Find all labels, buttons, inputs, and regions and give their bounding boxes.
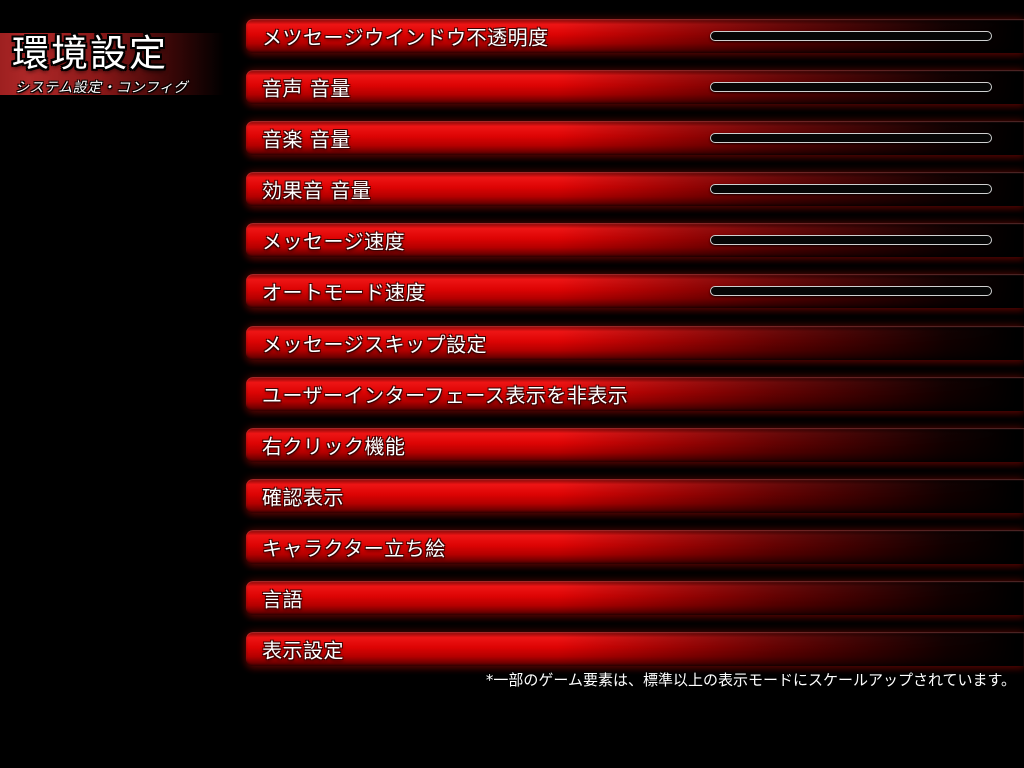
settings-row-sfx-volume[interactable]: 効果音 音量 <box>246 172 1024 207</box>
settings-row-display-settings[interactable]: 表示設定 <box>246 632 1024 667</box>
row-label: メッセージ速度 <box>262 229 406 254</box>
sfx-volume-slider[interactable] <box>710 184 992 195</box>
row-label: 表示設定 <box>262 638 344 663</box>
row-label: 音声 音量 <box>262 76 351 101</box>
page-title: 環境設定 <box>12 32 168 75</box>
settings-row-hide-ui[interactable]: ユーザーインターフェース表示を非表示 <box>246 376 1024 411</box>
row-label: 音楽 音量 <box>262 127 351 152</box>
auto-mode-speed-slider[interactable] <box>710 286 992 297</box>
row-label: メッセージスキップ設定 <box>262 332 488 357</box>
row-label: キャラクター立ち絵 <box>262 536 446 561</box>
row-label: オートモード速度 <box>262 280 426 305</box>
settings-row-message-speed[interactable]: メッセージ速度 <box>246 223 1024 258</box>
settings-row-music-volume[interactable]: 音楽 音量 <box>246 121 1024 156</box>
row-label: ユーザーインターフェース表示を非表示 <box>262 383 629 408</box>
settings-row-confirmation-display[interactable]: 確認表示 <box>246 478 1024 513</box>
settings-row-message-window-opacity[interactable]: メツセージウインドウ不透明度 <box>246 19 1024 53</box>
row-label: 言語 <box>262 587 303 612</box>
voice-volume-slider[interactable] <box>710 82 992 93</box>
scaling-footnote: *一部のゲーム要素は、標準以上の表示モードにスケールアップされています。 <box>485 671 1016 689</box>
row-label: 右クリック機能 <box>262 434 406 459</box>
settings-row-right-click-function[interactable]: 右クリック機能 <box>246 427 1024 462</box>
row-label: 効果音 音量 <box>262 178 372 203</box>
page-subtitle: システム設定・コンフィグ <box>15 80 188 96</box>
music-volume-slider[interactable] <box>710 133 992 144</box>
settings-row-voice-volume[interactable]: 音声 音量 <box>246 70 1024 105</box>
row-label: メツセージウインドウ不透明度 <box>262 25 549 50</box>
settings-row-character-sprites[interactable]: キャラクター立ち絵 <box>246 529 1024 564</box>
settings-row-language[interactable]: 言語 <box>246 581 1024 616</box>
settings-row-auto-mode-speed[interactable]: オートモード速度 <box>246 274 1024 309</box>
settings-list: メツセージウインドウ不透明度 音声 音量 音楽 音量 効果音 音量 メッセージ速… <box>246 19 1024 667</box>
row-label: 確認表示 <box>262 485 344 510</box>
message-speed-slider[interactable] <box>710 235 992 246</box>
settings-row-message-skip-settings[interactable]: メッセージスキップ設定 <box>246 325 1024 360</box>
title-banner: 環境設定 システム設定・コンフィグ <box>0 32 236 96</box>
message-window-opacity-slider[interactable] <box>710 31 992 41</box>
